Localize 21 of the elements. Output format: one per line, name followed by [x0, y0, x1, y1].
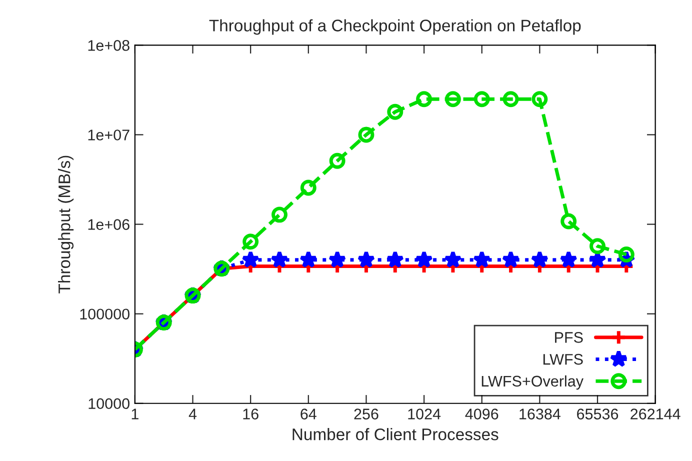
x-axis-title: Number of Client Processes	[292, 428, 498, 440]
y-tick-label: 1e+06	[88, 219, 130, 230]
x-tick-label: 4096	[465, 408, 498, 420]
legend-label: LWFS+Overlay	[482, 375, 584, 390]
x-tick-label: 16384	[520, 408, 560, 420]
x-tick-label: 262144	[630, 408, 680, 420]
x-tick-label: 4	[188, 408, 197, 420]
x-tick-label: 16	[243, 408, 258, 420]
y-tick-label: 1e+07	[88, 130, 130, 140]
x-tick-label: 65536	[577, 408, 618, 420]
chart-title: Throughput of a Checkpoint Operation on Petaflop	[209, 19, 581, 35]
x-tick-label: 1024	[408, 408, 441, 420]
legend-label: LWFS	[543, 354, 583, 365]
y-tick-label: 100000	[80, 308, 130, 320]
y-axis-title: Throughput (MB/s)	[58, 156, 74, 294]
y-tick-label: 1e+08	[88, 40, 130, 51]
x-tick-label: 64	[300, 408, 316, 420]
legend-label: PFS	[555, 332, 583, 343]
x-tick-label: 1	[132, 408, 138, 420]
y-tick-label: 10000	[88, 398, 130, 410]
x-tick-label: 256	[354, 408, 378, 420]
